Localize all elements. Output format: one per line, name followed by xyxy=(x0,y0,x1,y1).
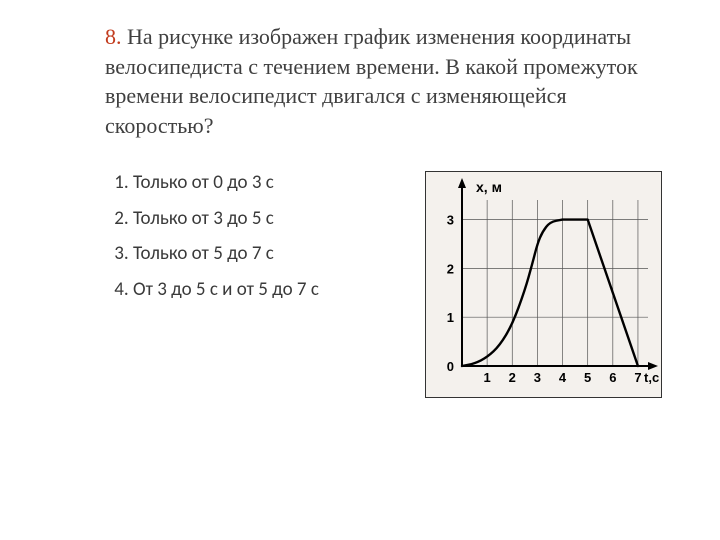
svg-text:3: 3 xyxy=(534,370,541,385)
svg-text:0: 0 xyxy=(447,359,454,374)
svg-text:2: 2 xyxy=(509,370,516,385)
svg-text:2: 2 xyxy=(447,261,454,276)
chart-container: 1 2 3 4 5 6 7 0 1 2 3 х, м t,с xyxy=(425,171,660,398)
svg-text:t,с: t,с xyxy=(644,370,659,385)
svg-text:1: 1 xyxy=(447,310,454,325)
answer-option: Только от 5 до 7 с xyxy=(133,242,407,266)
question-text: На рисунке изображен график изменения ко… xyxy=(105,24,638,138)
position-time-chart: 1 2 3 4 5 6 7 0 1 2 3 х, м t,с xyxy=(425,171,662,398)
body-row: Только от 0 до 3 с Только от 3 до 5 с То… xyxy=(105,171,660,398)
svg-text:6: 6 xyxy=(609,370,616,385)
answer-option: Только от 0 до 3 с xyxy=(133,171,407,195)
answer-option: От 3 до 5 с и от 5 до 7 с xyxy=(133,278,407,302)
slide: 8. На рисунке изображен график изменения… xyxy=(0,0,720,540)
question-block: 8. На рисунке изображен график изменения… xyxy=(105,22,660,141)
answers-block: Только от 0 до 3 с Только от 3 до 5 с То… xyxy=(105,171,407,314)
svg-text:7: 7 xyxy=(634,370,641,385)
answer-option: Только от 3 до 5 с xyxy=(133,207,407,231)
svg-text:1: 1 xyxy=(484,370,491,385)
svg-text:4: 4 xyxy=(559,370,567,385)
chart-svg: 1 2 3 4 5 6 7 0 1 2 3 х, м t,с xyxy=(426,172,661,397)
svg-text:3: 3 xyxy=(447,212,454,227)
svg-text:х, м: х, м xyxy=(476,179,502,195)
answers-list: Только от 0 до 3 с Только от 3 до 5 с То… xyxy=(105,171,407,302)
question-number: 8. xyxy=(105,24,122,49)
svg-text:5: 5 xyxy=(584,370,591,385)
